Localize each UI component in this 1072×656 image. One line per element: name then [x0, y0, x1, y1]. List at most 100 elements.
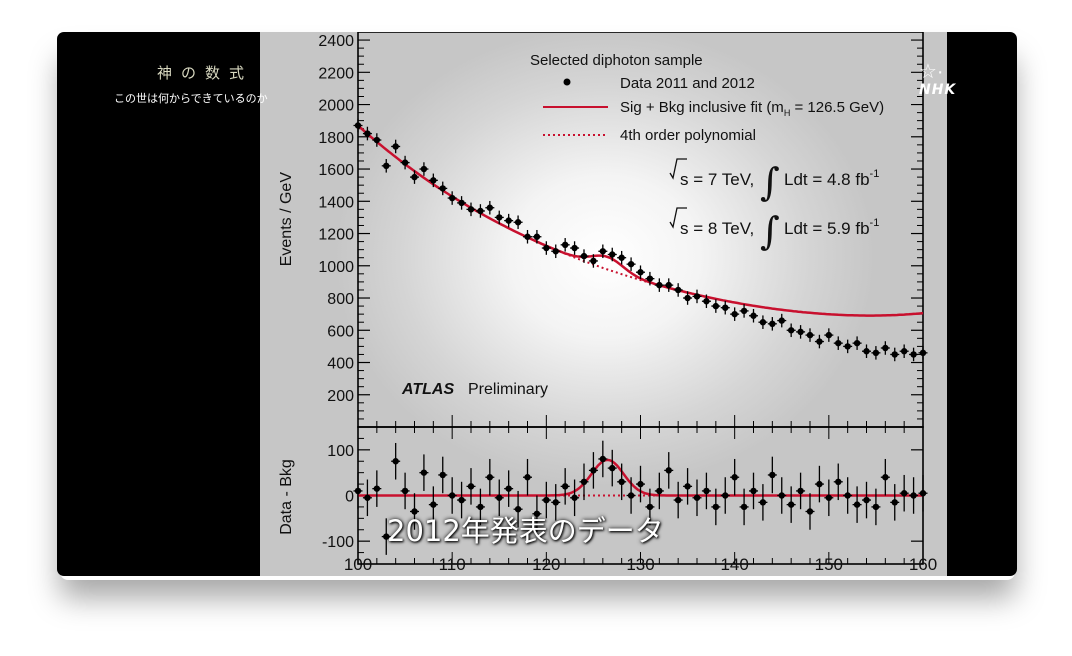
- data-point: [872, 349, 880, 357]
- data-point: [853, 339, 861, 347]
- data-point: [891, 351, 898, 358]
- data-point: [514, 219, 522, 226]
- residual-point: [759, 499, 767, 506]
- bkg-polynomial-curve: [527, 236, 688, 294]
- legend-header: Selected diphoton sample: [530, 52, 703, 69]
- data-point: [458, 199, 465, 207]
- data-point: [693, 293, 701, 300]
- residual-point: [439, 471, 446, 479]
- data-point: [835, 339, 842, 347]
- residual-point: [590, 467, 597, 474]
- data-point: [571, 244, 578, 252]
- y-tick-label: 600: [327, 323, 354, 340]
- data-point: [392, 143, 399, 150]
- x-tick-label: 130: [626, 555, 654, 574]
- data-point: [825, 331, 833, 339]
- data-point: [712, 302, 720, 310]
- annotation-8tev-integral-icon: ∫: [760, 209, 780, 253]
- residual-point: [580, 478, 588, 485]
- data-point: [722, 304, 729, 311]
- residual-point: [364, 494, 371, 501]
- x-tick-label: 110: [439, 555, 466, 574]
- legend-mass-value: = 126.5 GeV): [790, 99, 884, 116]
- data-point: [740, 307, 748, 315]
- plot-area: 200 400 600 800 1000 1200 1400 1600 1800 2000 2200…: [260, 32, 947, 576]
- residual-point: [684, 483, 691, 490]
- residual-point: [778, 492, 785, 499]
- residual-point: [477, 503, 484, 511]
- residual-point: [703, 487, 710, 495]
- data-point: [533, 233, 541, 240]
- residual-point: [430, 501, 437, 508]
- data-point: [637, 269, 644, 276]
- residual-point: [797, 487, 804, 495]
- residual-point: [722, 492, 729, 499]
- data-point: [769, 320, 776, 328]
- data-point: [609, 251, 616, 258]
- x-tick-label: 160: [909, 555, 937, 574]
- residual-point: [496, 494, 503, 501]
- residual-point: [656, 487, 663, 495]
- residual-point: [646, 503, 654, 511]
- data-point: [684, 294, 691, 302]
- residual-point: [627, 492, 635, 499]
- residual-point: [411, 508, 418, 515]
- legend-entry-fit: Sig + Bkg inclusive fit (mH = 126.5 GeV): [620, 99, 884, 118]
- y-tick-label: 2400: [318, 33, 354, 50]
- residual-point: [354, 487, 362, 495]
- residual-point: [919, 490, 927, 497]
- video-frame: 200 400 600 800 1000 1200 1400 1600 1800 2000 2200…: [57, 32, 1017, 576]
- residual-point: [609, 464, 616, 472]
- residual-point: [514, 506, 522, 513]
- annotation-8tev-energy: s = 8 TeV,: [680, 219, 754, 238]
- residual-point: [844, 492, 851, 499]
- residual-point: [637, 480, 644, 488]
- residual-point: [448, 492, 456, 499]
- data-point: [919, 349, 927, 357]
- legend-entry-data: Data 2011 and 2012: [620, 75, 755, 92]
- y-tick-label: 2000: [318, 98, 354, 115]
- data-point: [505, 217, 512, 224]
- legend-mass-subscript: H: [784, 108, 791, 118]
- residual-point: [863, 496, 870, 504]
- data-point: [778, 317, 785, 324]
- residual-point: [599, 455, 607, 463]
- residual-point: [835, 478, 842, 485]
- residual-y-tick-label: 0: [345, 489, 354, 506]
- data-point: [674, 286, 682, 294]
- data-point: [900, 348, 908, 355]
- broadcaster-name: NHK: [919, 82, 957, 98]
- y-axis-label: Events / GeV: [278, 172, 295, 267]
- data-point: [599, 248, 607, 255]
- residual-point: [891, 499, 898, 506]
- residual-point: [769, 471, 776, 479]
- data-point: [383, 162, 390, 170]
- data-point: [665, 281, 672, 289]
- broadcaster-logo: ☆· NHK: [919, 62, 956, 98]
- caption-subtitle: 2012年発表のデータ: [387, 514, 664, 548]
- residual-point: [853, 501, 861, 508]
- data-point: [543, 244, 550, 252]
- data-point: [844, 343, 851, 350]
- residual-point: [882, 474, 889, 481]
- residual-point: [561, 483, 569, 490]
- annotation-8tev-lumi: Ldt = 5.9 fb-1: [784, 217, 879, 238]
- residual-point: [505, 485, 512, 492]
- annotation-7tev-energy: s = 7 TeV,: [680, 170, 754, 189]
- atlas-diphoton-chart: 2004006008001000120014001600180020002200…: [278, 32, 937, 574]
- data-point: [373, 136, 381, 144]
- data-point: [524, 233, 531, 240]
- data-point: [467, 206, 475, 213]
- experiment-label: ATLAS: [401, 381, 454, 398]
- data-point: [448, 194, 456, 202]
- y-tick-label: 1600: [318, 162, 354, 179]
- residual-point: [816, 480, 823, 488]
- annotation-7tev-integral-icon: ∫: [760, 160, 780, 204]
- residual-point: [373, 485, 381, 492]
- residual-point: [665, 467, 672, 474]
- residual-y-axis-label: Data - Bkg: [278, 459, 295, 535]
- data-point: [580, 252, 588, 260]
- data-point: [439, 185, 446, 192]
- legend-data-marker: [563, 78, 571, 86]
- x-tick-label: 140: [720, 555, 748, 574]
